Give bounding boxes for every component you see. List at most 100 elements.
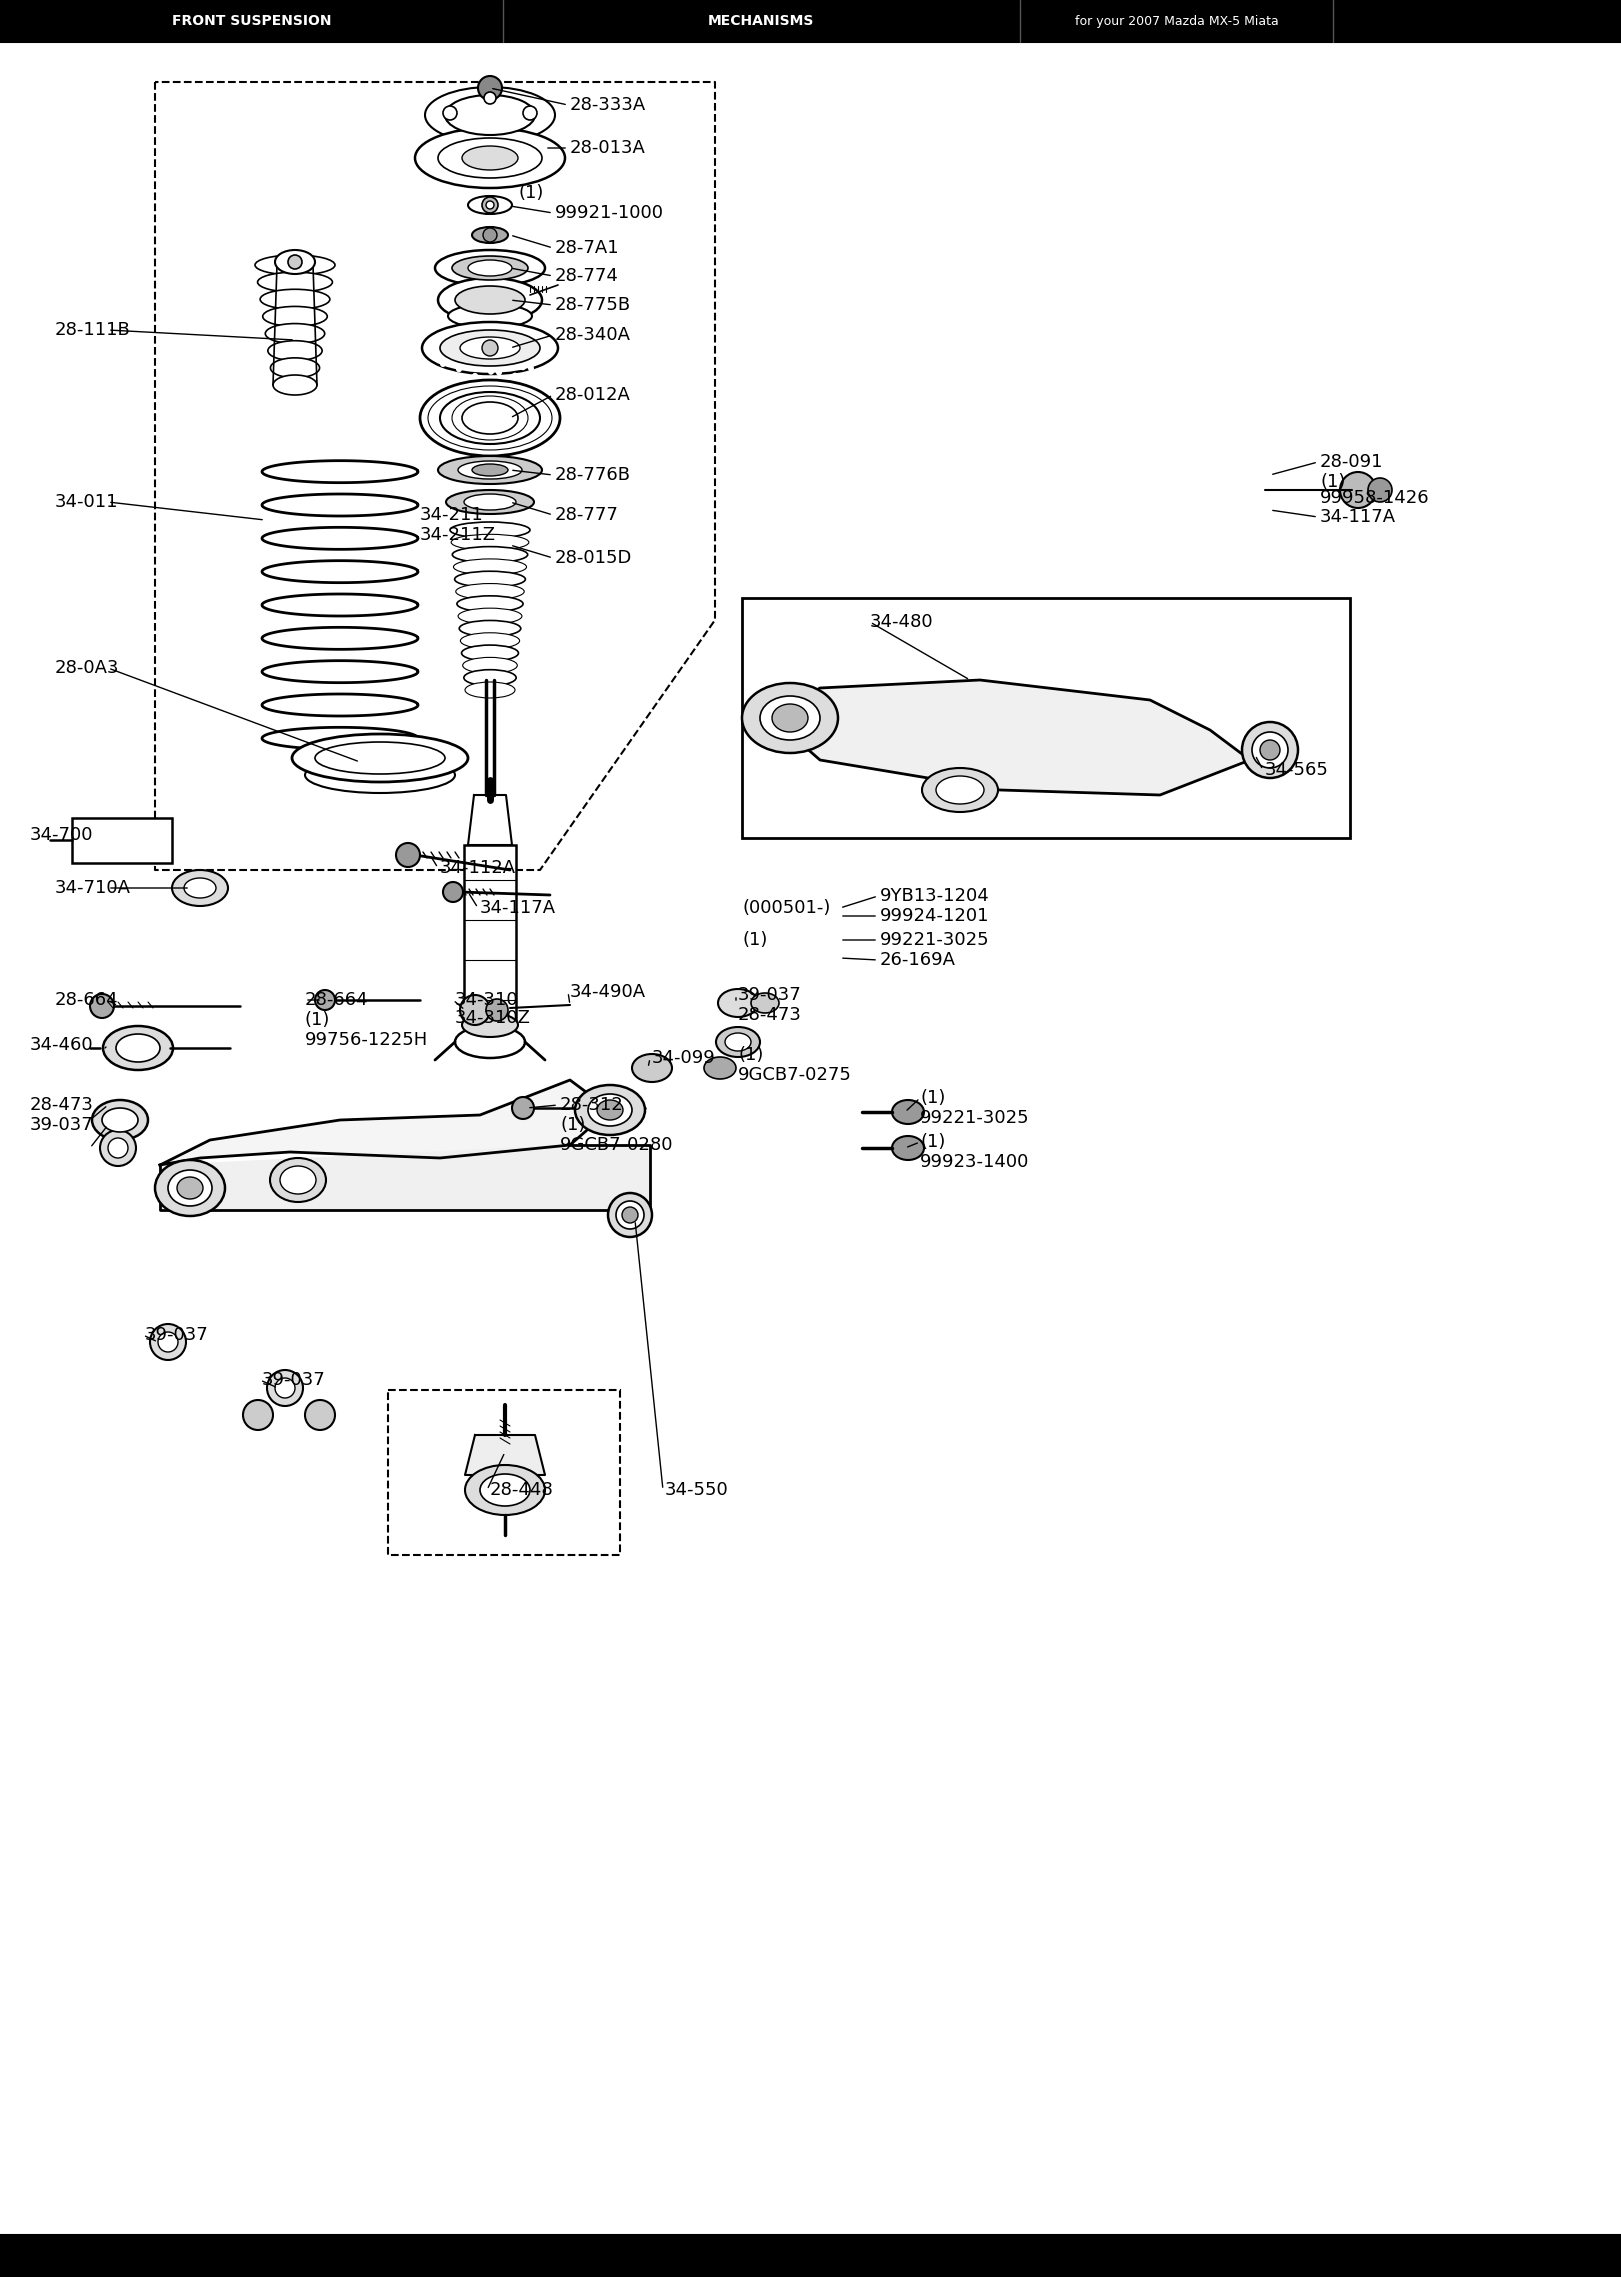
Bar — [387, 1389, 619, 1555]
Circle shape — [1251, 731, 1289, 767]
Text: 99756-1225H: 99756-1225H — [305, 1031, 428, 1050]
Ellipse shape — [935, 776, 984, 804]
Ellipse shape — [438, 455, 541, 485]
Text: FWD: FWD — [63, 2216, 96, 2229]
Text: 34-117A: 34-117A — [1319, 508, 1396, 526]
Ellipse shape — [177, 1177, 203, 1200]
Circle shape — [289, 255, 302, 269]
Text: 28-7A1: 28-7A1 — [554, 239, 619, 257]
Circle shape — [243, 1400, 272, 1430]
Ellipse shape — [102, 1109, 138, 1132]
Ellipse shape — [452, 255, 528, 280]
Text: (1): (1) — [305, 1011, 331, 1029]
Text: 28-775B: 28-775B — [554, 296, 631, 314]
Text: 39-037: 39-037 — [738, 986, 802, 1004]
Text: 28-774: 28-774 — [554, 266, 619, 285]
Ellipse shape — [314, 742, 446, 774]
Text: 9YB13-1204: 9YB13-1204 — [880, 888, 990, 904]
Ellipse shape — [185, 879, 216, 897]
Text: 34-099: 34-099 — [652, 1050, 716, 1068]
Circle shape — [481, 198, 498, 214]
Text: (1): (1) — [559, 1116, 585, 1134]
Circle shape — [480, 362, 486, 369]
Ellipse shape — [480, 1473, 530, 1505]
Text: (1): (1) — [738, 1045, 763, 1063]
Ellipse shape — [922, 767, 999, 813]
Circle shape — [267, 1371, 303, 1405]
Circle shape — [1260, 740, 1281, 761]
Circle shape — [305, 1400, 336, 1430]
Ellipse shape — [460, 337, 520, 360]
Ellipse shape — [456, 583, 524, 599]
Ellipse shape — [457, 597, 524, 613]
Text: 34-710A: 34-710A — [55, 879, 131, 897]
Circle shape — [608, 1193, 652, 1236]
Circle shape — [91, 995, 113, 1018]
Circle shape — [433, 371, 438, 378]
Text: 28-333A: 28-333A — [571, 96, 647, 114]
Text: 28-664: 28-664 — [305, 990, 368, 1009]
Ellipse shape — [451, 521, 530, 537]
Text: 99924-1201: 99924-1201 — [880, 906, 989, 924]
Text: (1): (1) — [921, 1088, 945, 1107]
Circle shape — [1368, 478, 1392, 501]
Circle shape — [439, 362, 446, 367]
Text: 39-037: 39-037 — [31, 1116, 94, 1134]
Circle shape — [396, 842, 420, 868]
Ellipse shape — [725, 1034, 751, 1052]
Ellipse shape — [704, 1057, 736, 1079]
Circle shape — [109, 1138, 128, 1159]
Ellipse shape — [462, 644, 519, 660]
Text: 99221-3025: 99221-3025 — [921, 1109, 1029, 1127]
Ellipse shape — [259, 289, 329, 310]
Ellipse shape — [716, 1027, 760, 1057]
Ellipse shape — [421, 321, 558, 373]
Ellipse shape — [632, 1054, 673, 1082]
Text: 99921-1000: 99921-1000 — [554, 205, 665, 221]
Text: 34-310Z: 34-310Z — [456, 1009, 530, 1027]
Text: 39-037: 39-037 — [263, 1371, 326, 1389]
Text: for your 2007 Mazda MX-5 Miata: for your 2007 Mazda MX-5 Miata — [1075, 14, 1279, 27]
Bar — [0, 2236, 1621, 2277]
Bar — [0, 0, 1621, 41]
Ellipse shape — [446, 96, 535, 134]
Ellipse shape — [454, 558, 527, 574]
Circle shape — [314, 990, 336, 1011]
Ellipse shape — [462, 658, 517, 674]
Ellipse shape — [459, 608, 522, 624]
Ellipse shape — [276, 250, 314, 273]
Ellipse shape — [472, 465, 507, 476]
Ellipse shape — [438, 278, 541, 321]
Ellipse shape — [464, 669, 515, 685]
Ellipse shape — [446, 490, 533, 515]
Bar — [71, 817, 172, 863]
Ellipse shape — [267, 342, 323, 360]
Text: 34-480: 34-480 — [870, 613, 934, 631]
Polygon shape — [772, 681, 1250, 795]
Text: 99958-1426: 99958-1426 — [1319, 490, 1430, 508]
Text: 34-112A: 34-112A — [439, 858, 515, 877]
Circle shape — [464, 364, 470, 369]
Circle shape — [456, 367, 462, 371]
Text: 9GCB7-0280: 9GCB7-0280 — [559, 1136, 673, 1154]
Text: 34-211Z: 34-211Z — [420, 526, 496, 544]
Circle shape — [460, 995, 490, 1025]
Text: 28-776B: 28-776B — [554, 467, 631, 485]
Text: 34-117A: 34-117A — [480, 899, 556, 918]
Text: 28-013A: 28-013A — [571, 139, 645, 157]
Text: 26-169A: 26-169A — [880, 952, 956, 970]
Ellipse shape — [760, 697, 820, 740]
Text: 28-473: 28-473 — [738, 1006, 802, 1025]
Text: 28-473: 28-473 — [31, 1095, 94, 1113]
Text: (1): (1) — [1319, 474, 1345, 492]
Circle shape — [101, 1129, 136, 1166]
Ellipse shape — [438, 139, 541, 178]
Ellipse shape — [892, 1136, 924, 1159]
Text: 34-011: 34-011 — [55, 494, 118, 510]
Text: 34-700: 34-700 — [31, 827, 94, 845]
Circle shape — [616, 1200, 644, 1230]
Text: 28-312: 28-312 — [559, 1095, 624, 1113]
Circle shape — [443, 107, 457, 121]
Text: 34-211: 34-211 — [420, 505, 483, 524]
Ellipse shape — [472, 228, 507, 244]
